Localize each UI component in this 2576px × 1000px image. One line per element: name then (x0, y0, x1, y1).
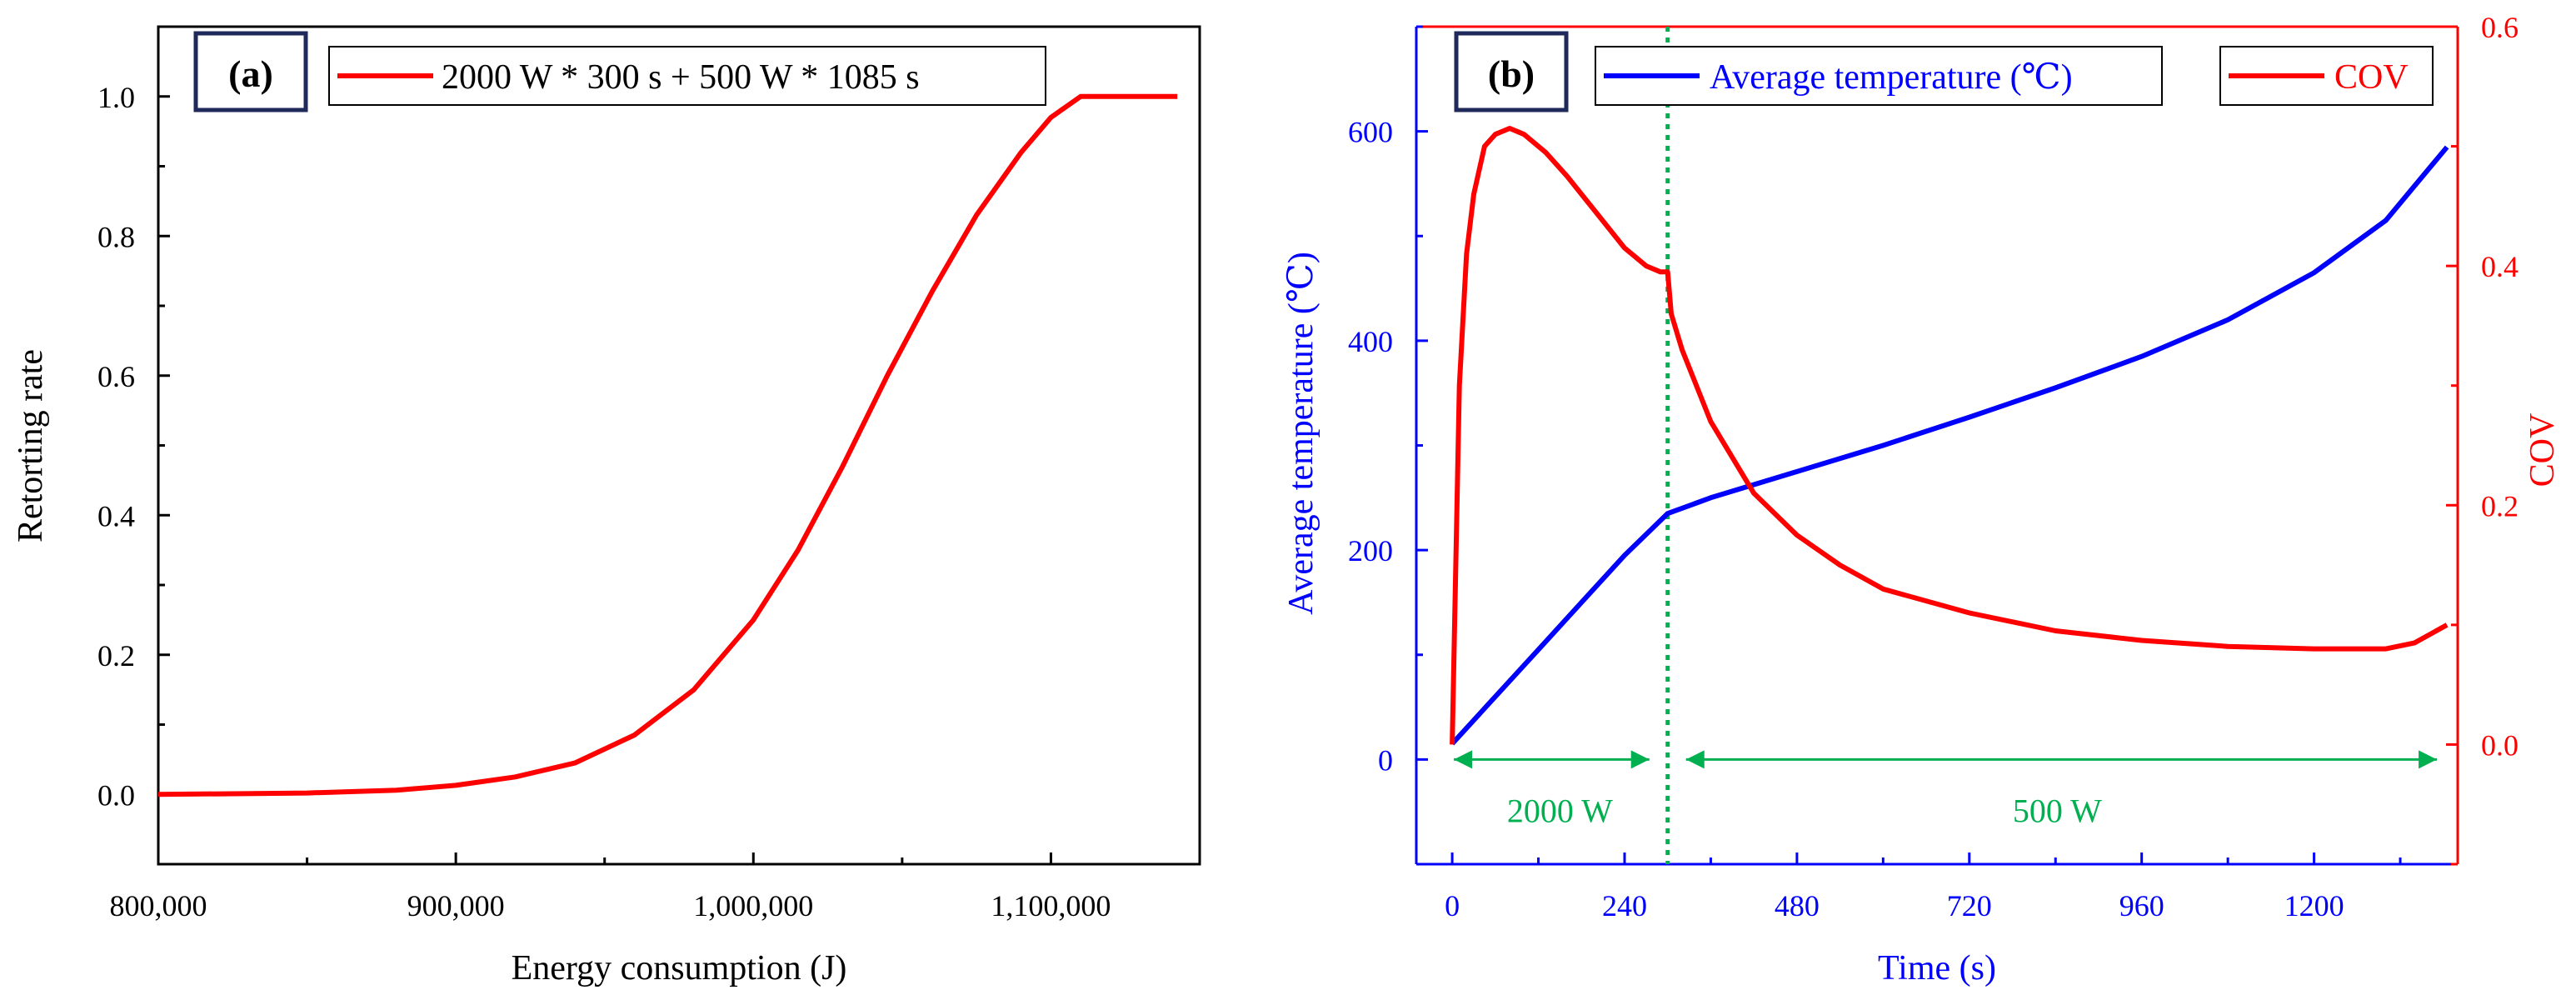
b-x-tick-label: 960 (2119, 889, 2164, 922)
b-arrow-500w-head-right (2419, 750, 2438, 769)
b-y-right-tick-label: 0.2 (2481, 489, 2519, 522)
b-x-tick-label: 720 (1947, 889, 1992, 922)
b-x-tick-label: 240 (1602, 889, 1647, 922)
b-panel-tag: (b) (1488, 52, 1535, 95)
b-y-axis-title: Average temperature (℃) (1282, 252, 1320, 615)
a-legend-box (328, 46, 1046, 106)
b-y-right-tick-label: 0.4 (2481, 250, 2519, 283)
b-arrow-500w-head-left (1685, 750, 1705, 769)
a-y-tick-label: 0.0 (97, 778, 135, 812)
plot-a-frame (157, 25, 1201, 866)
b-x-axis-title: Time (s) (1878, 949, 1996, 988)
a-x-tick-label: 1,100,000 (991, 889, 1111, 922)
b-arrow-2000w-head-left (1454, 750, 1473, 769)
b-arrow-500w (1685, 750, 2438, 769)
a-x-tick-label: 900,000 (407, 889, 505, 922)
b-ticks: 0 240 480 720 960 1200 0 200 400 600 0.0 0.2 0.4 0.6 (1348, 11, 2519, 922)
b-x-tick-label: 480 (1775, 889, 1820, 922)
a-panel-tag-box (193, 31, 308, 112)
b-temperature-line (1450, 145, 2449, 746)
b-y-tick-label: 600 (1348, 116, 1393, 149)
a-panel-tag: (a) (228, 52, 273, 95)
panel-b: 0 240 480 720 960 120002004006000.00.20.40.6 … (1282, 11, 2562, 988)
a-y-tick-label: 0.4 (97, 499, 135, 532)
b-legend-label-cov: COV (2334, 58, 2409, 97)
b-panel-tag-box (1454, 31, 1569, 112)
a-x-axis-title: Energy consumption (J) (512, 949, 847, 988)
a-ticks: 800,000 900,000 1,000,000 1,100,000 0.0 0.2 0.… (97, 25, 1111, 922)
b-y-tick-label: 0 (1378, 743, 1393, 777)
b-annotation-2000w: 2000 W (1507, 792, 1613, 829)
a-x-tick-label: 800,000 (110, 889, 207, 922)
a-y-tick-label: 0.8 (97, 220, 135, 253)
b-x-tick-label: 1200 (2284, 889, 2344, 922)
a-y-axis-title: Retorting rate (12, 349, 50, 542)
b-y-tick-label: 200 (1348, 534, 1393, 568)
panel-a: 800,000 900,000 1,000,000 1,100,000 0.0 0.2 0.… (12, 25, 1201, 988)
a-y-tick-label: 0.2 (97, 639, 135, 672)
b-y-axis-title-right: COV (2524, 413, 2562, 488)
b-cov-line (1450, 126, 2449, 745)
a-y-tick-label: 1.0 (97, 81, 135, 114)
b-arrow-2000w-head-right (1630, 750, 1650, 769)
b-y-right-tick-label: 0.6 (2481, 11, 2519, 44)
a-series-line (157, 93, 1178, 798)
b-y-tick-label: 400 (1348, 325, 1393, 358)
b-annotation-500w: 500 W (2013, 792, 2102, 829)
b-arrow-2000w (1454, 750, 1650, 769)
a-legend-label: 2000 W * 300 s + 500 W * 1085 s (442, 58, 920, 97)
a-x-tick-label: 1,000,000 (693, 889, 813, 922)
b-power-arrows (1454, 750, 2438, 769)
a-y-tick-label: 0.6 (97, 360, 135, 393)
b-legend-label-temp: Average temperature (℃) (1710, 58, 2073, 97)
b-y-right-tick-label: 0.0 (2481, 728, 2519, 762)
b-x-tick-label: 0 (1445, 889, 1460, 922)
